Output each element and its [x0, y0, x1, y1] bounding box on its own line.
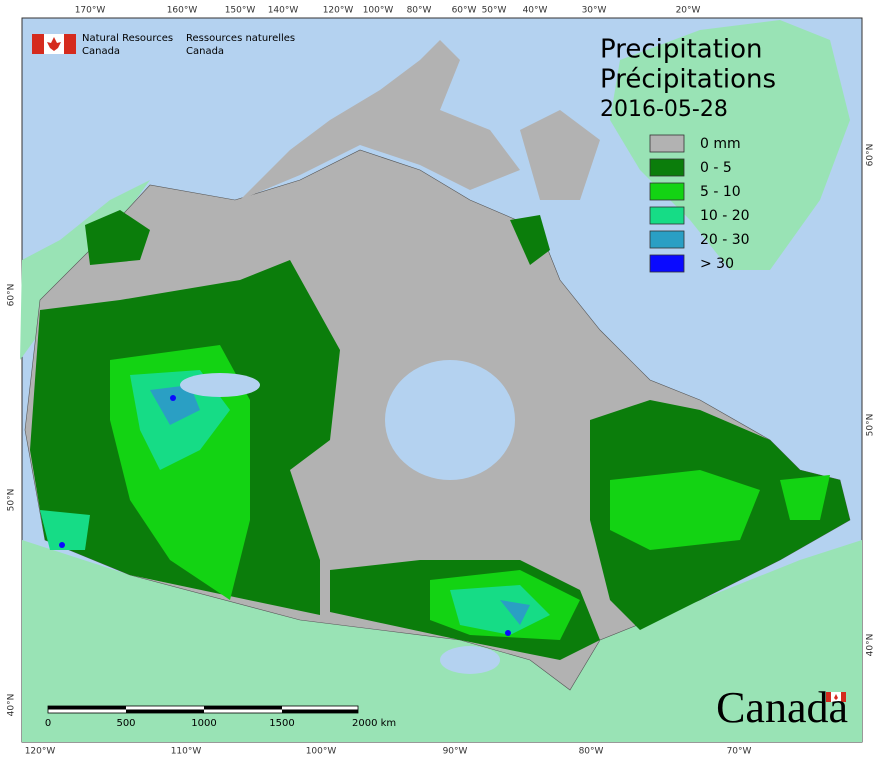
title: Précipitations [600, 65, 776, 95]
graticule-label: 90°W [443, 747, 468, 757]
graticule-label: 30°W [582, 6, 607, 16]
legend-swatch [649, 158, 685, 177]
scale-bar [48, 706, 126, 710]
legend-label: 10 - 20 [700, 208, 750, 224]
precip-area [170, 395, 176, 401]
precip-area [59, 542, 65, 548]
graticule-label: 150°W [225, 6, 256, 16]
graticule-label: 40°W [523, 6, 548, 16]
hudson-bay [385, 360, 515, 480]
graticule-label: 100°W [306, 747, 337, 757]
wordmark: Canada [716, 683, 848, 732]
graticule-label: 60°W [452, 6, 477, 16]
precip-area [500, 600, 530, 625]
precip-area [510, 215, 550, 265]
precip-area [85, 210, 150, 265]
date: 2016-05-28 [600, 97, 728, 122]
title: Precipitation [600, 35, 763, 65]
precip-area [450, 585, 550, 635]
scale-label: 1500 [269, 718, 294, 729]
nrcan-flag [32, 34, 76, 54]
graticule-label: 50°W [482, 6, 507, 16]
graticule-label: 70°W [727, 747, 752, 757]
legend-label: 0 - 5 [700, 160, 732, 176]
scale-bar [126, 709, 204, 713]
graticule-label: 40°N [866, 634, 876, 657]
legend-label: 20 - 30 [700, 232, 750, 248]
org-name: Ressources naturelles [186, 33, 295, 44]
scale-bar [282, 709, 358, 713]
legend-swatch [649, 134, 685, 153]
legend-label: 0 mm [700, 136, 741, 152]
legend-swatch [649, 206, 685, 225]
united-states [22, 540, 862, 742]
legend-swatch [649, 230, 685, 249]
org-name: Canada [186, 46, 224, 57]
baffin-island [520, 110, 600, 200]
precip-area [150, 385, 200, 425]
scale-label: 500 [116, 718, 135, 729]
scale-bar [204, 706, 282, 710]
graticule-label: 140°W [268, 6, 299, 16]
graticule-label: 40°N [7, 694, 17, 717]
precip-area [505, 630, 511, 636]
org-name: Natural Resources [82, 33, 173, 44]
precip-area [610, 470, 760, 550]
graticule-label: 50°N [866, 414, 876, 437]
graticule-label: 170°W [75, 6, 106, 16]
graticule-label: 120°W [323, 6, 354, 16]
legend-label: > 30 [700, 256, 734, 272]
great-slave-lake [180, 373, 260, 397]
scale-label: 1000 [191, 718, 216, 729]
graticule-label: 120°W [25, 747, 56, 757]
arctic-islands [240, 40, 520, 200]
greenland [610, 20, 850, 270]
graticule-label: 100°W [363, 6, 394, 16]
graticule-label: 80°W [407, 6, 432, 16]
scale-label: 2000 km [352, 718, 396, 729]
graticule-label: 60°N [7, 284, 17, 307]
precip-area [780, 475, 830, 520]
graticule-label: 160°W [167, 6, 198, 16]
wordmark-flag [826, 692, 846, 702]
graticule-label: 80°W [579, 747, 604, 757]
great-lakes [440, 646, 500, 674]
legend-label: 5 - 10 [700, 184, 741, 200]
graticule-label: 20°W [676, 6, 701, 16]
graticule-label: 110°W [171, 747, 202, 757]
legend-swatch [649, 254, 685, 273]
scale-label: 0 [45, 718, 51, 729]
org-name: Canada [82, 46, 120, 57]
graticule-label: 50°N [7, 489, 17, 512]
legend-swatch [649, 182, 685, 201]
graticule-label: 60°N [866, 144, 876, 167]
precip-area [40, 510, 90, 550]
